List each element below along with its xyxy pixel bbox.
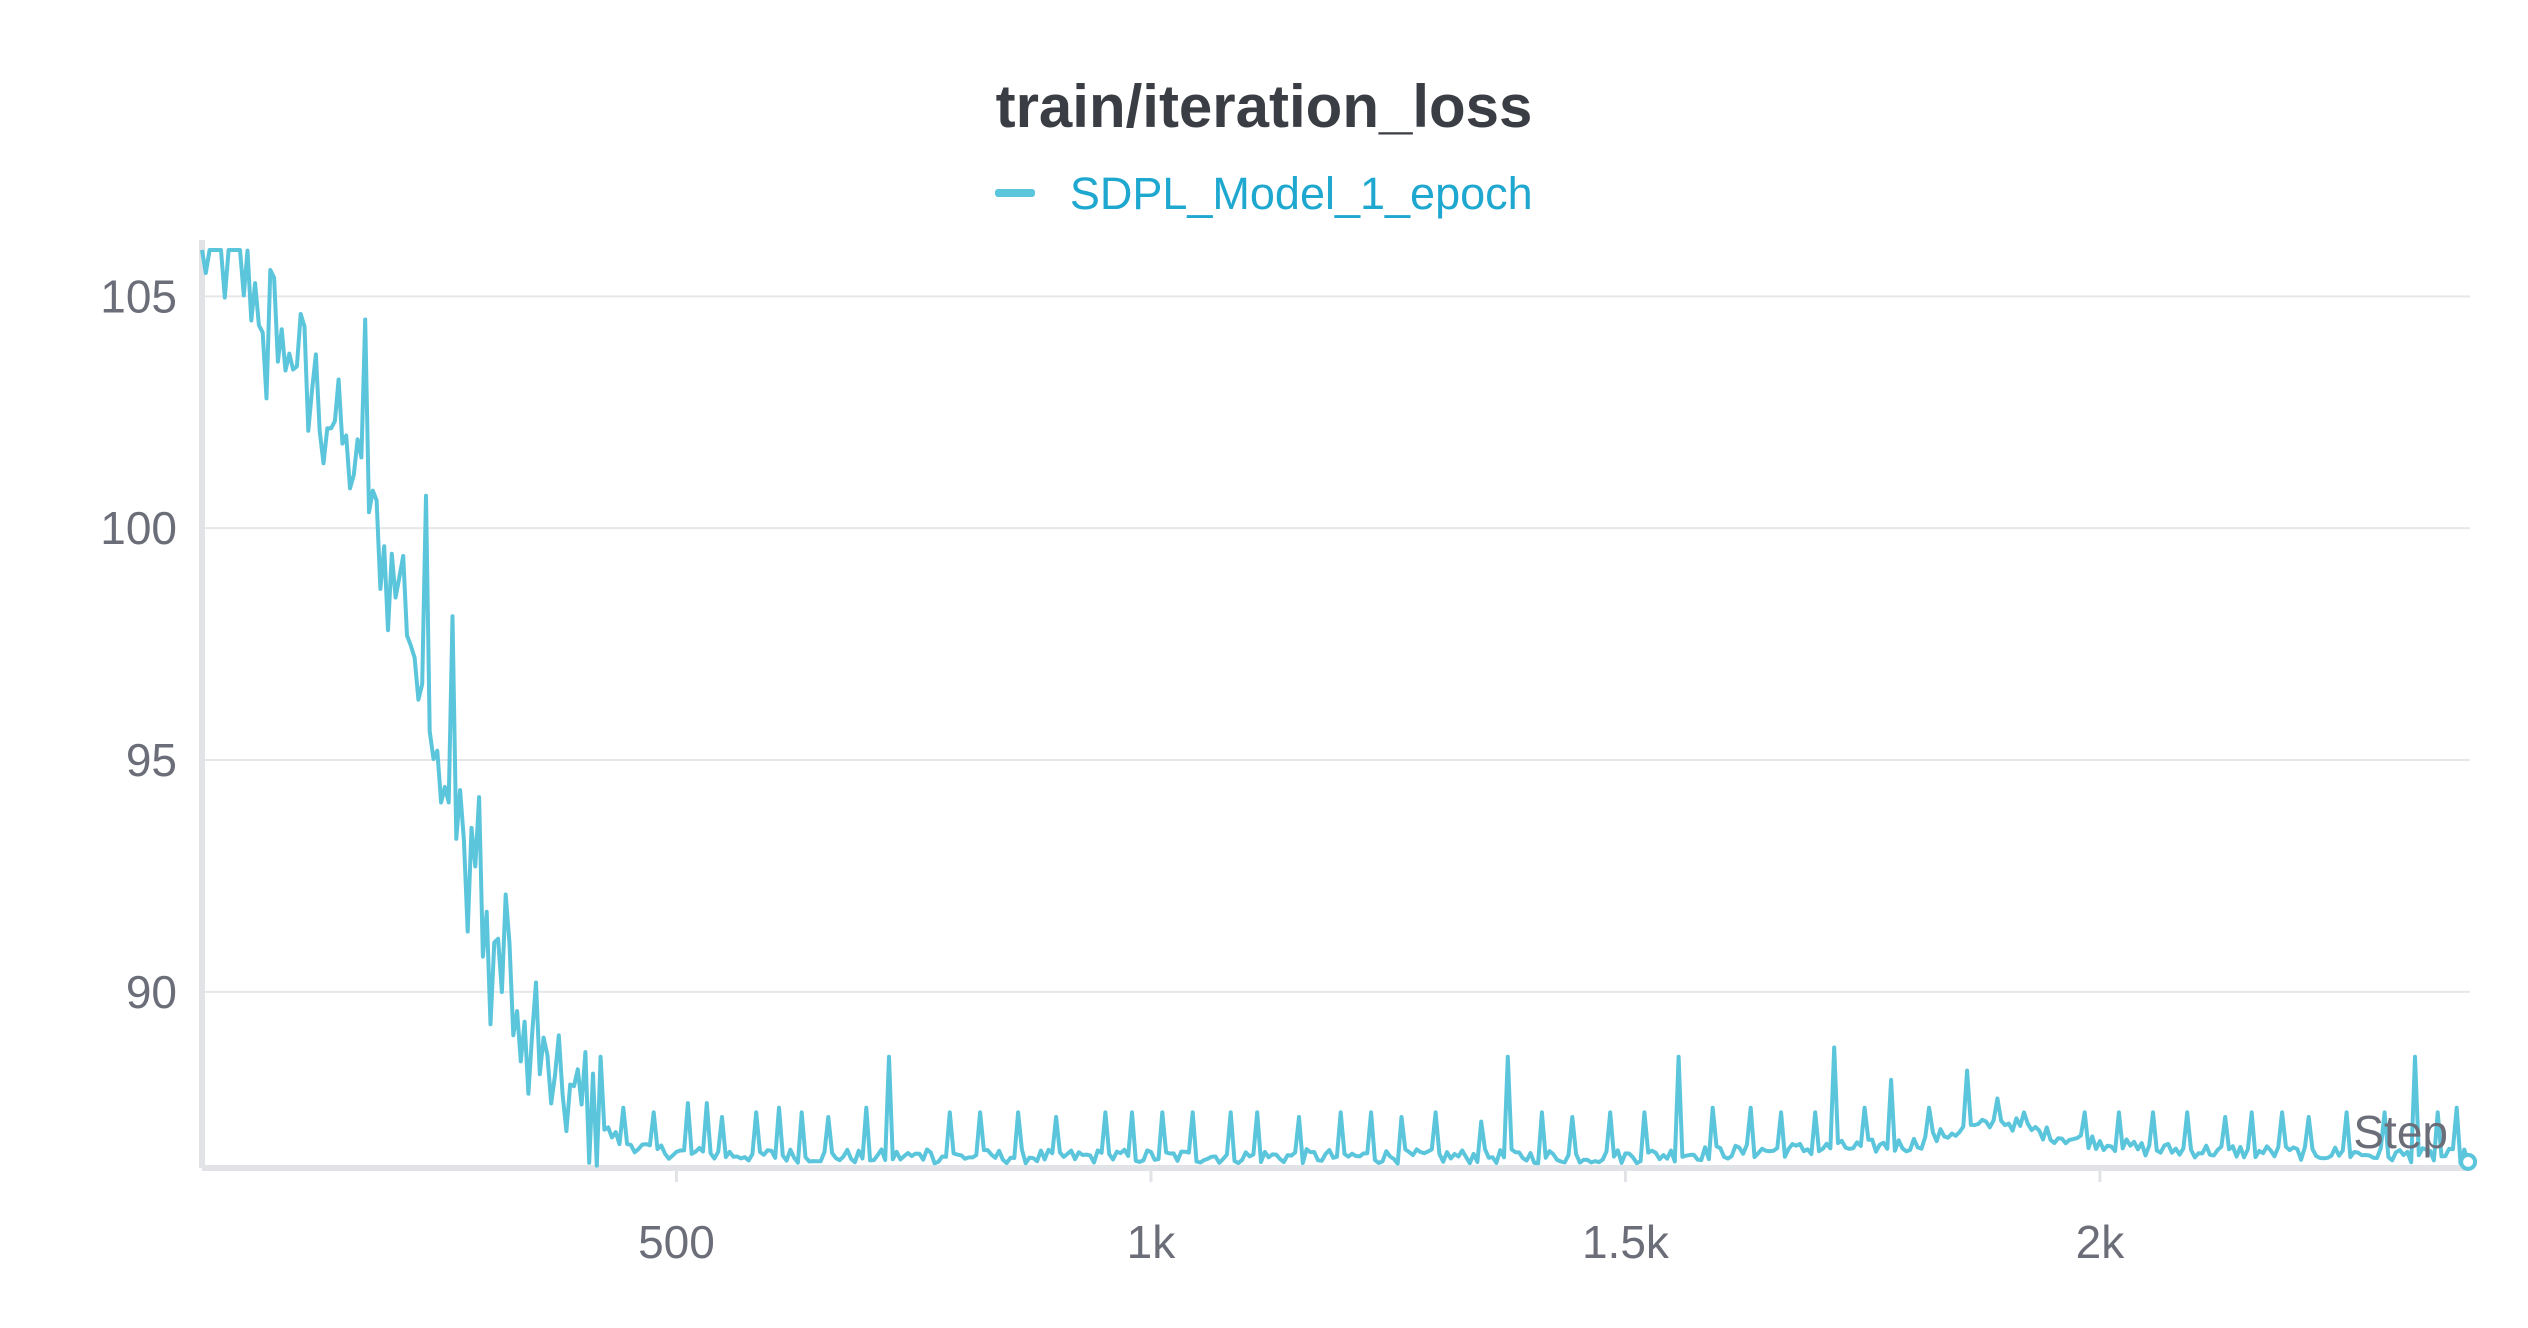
y-tick-label-1: 95 bbox=[126, 734, 177, 786]
x-tick-label-3: 2k bbox=[2076, 1216, 2126, 1268]
x-tick-label-0: 500 bbox=[638, 1216, 715, 1268]
legend-swatch bbox=[995, 189, 1036, 198]
y-tick-label-2: 100 bbox=[100, 502, 177, 554]
series-line-sdpl-model-1-epoch bbox=[200, 248, 2471, 1168]
legend[interactable]: SDPL_Model_1_epoch bbox=[0, 168, 2528, 220]
legend-label: SDPL_Model_1_epoch bbox=[1069, 168, 1533, 219]
axes bbox=[199, 240, 2470, 1171]
series-layer bbox=[200, 248, 2478, 1171]
grid-lines bbox=[202, 295, 2470, 993]
x-axis-label: Step bbox=[2353, 1106, 2448, 1158]
y-tick-label-3: 105 bbox=[100, 270, 177, 322]
x-tick-labels: 500 1k 1.5k 2k bbox=[638, 1168, 2125, 1268]
x-tick-label-2: 1.5k bbox=[1582, 1216, 1670, 1268]
chart-title: train/iteration_loss bbox=[995, 73, 1533, 140]
y-tick-labels: 90 95 100 105 bbox=[100, 270, 177, 1017]
series-end-marker bbox=[2459, 1152, 2478, 1171]
x-tick-label-1: 1k bbox=[1127, 1216, 1177, 1268]
y-tick-label-0: 90 bbox=[126, 966, 177, 1018]
